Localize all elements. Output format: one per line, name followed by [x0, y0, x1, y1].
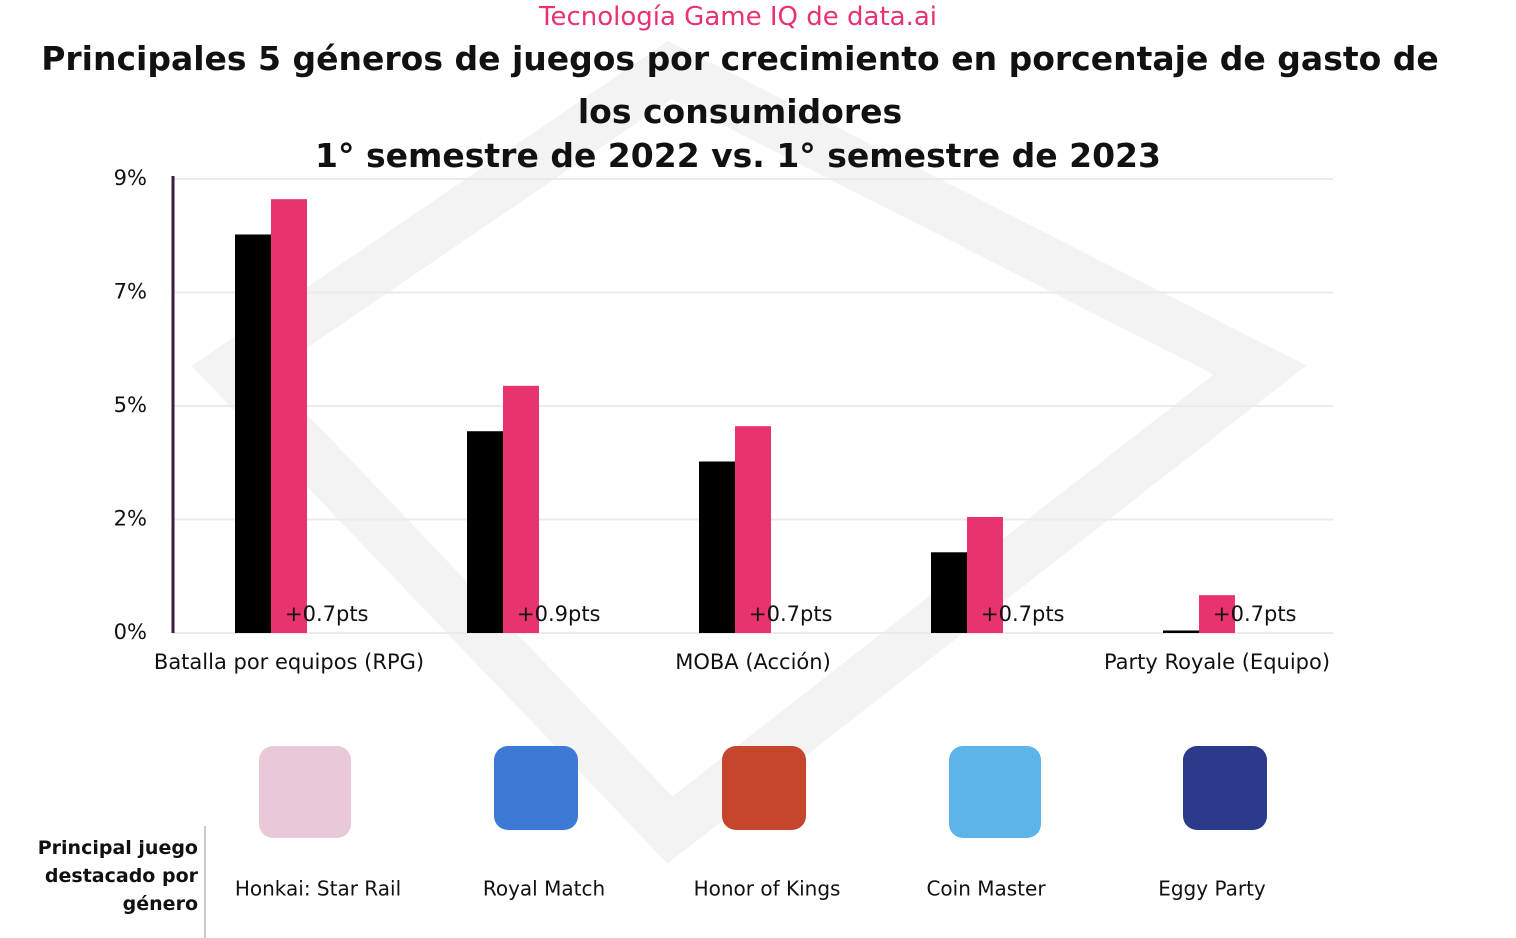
games-label: Principal juego destacado por género: [37, 837, 198, 915]
game-name: Honor of Kings: [694, 877, 841, 901]
bar: [503, 385, 539, 633]
bar: [1163, 630, 1199, 633]
y-tick-label: 9%: [114, 166, 147, 190]
watermark: [191, 41, 1307, 864]
x-tick-label: Batalla por equipos (RPG): [154, 650, 424, 674]
y-tick-label: 5%: [114, 393, 147, 417]
bar: [699, 461, 735, 633]
x-tick-label: MOBA (Acción): [675, 650, 831, 674]
annotation: +0.7pts: [285, 602, 369, 626]
x-tick-label: Party Royale (Equipo): [1104, 650, 1330, 674]
bar: [931, 552, 967, 633]
game-name: Royal Match: [483, 877, 605, 901]
game-icon: [722, 746, 806, 830]
game-icon: [259, 746, 351, 838]
y-tick-label: 0%: [114, 620, 147, 644]
chart-subtitle: 1° semestre de 2022 vs. 1° semestre de 2…: [315, 136, 1161, 175]
annotation: +0.7pts: [981, 602, 1065, 626]
annotation: +0.7pts: [1213, 602, 1297, 626]
game-icons: [259, 746, 1267, 838]
y-tick-label: 7%: [114, 280, 147, 304]
y-tick-label: 2%: [114, 507, 147, 531]
bar: [235, 234, 271, 633]
bar: [271, 199, 307, 633]
bar: [967, 516, 1003, 633]
bar: [1199, 595, 1235, 633]
game-icon: [1183, 746, 1267, 830]
annotation: +0.9pts: [517, 602, 601, 626]
game-icon: [494, 746, 578, 830]
chart-title: Principales 5 géneros de juegos por crec…: [41, 39, 1439, 131]
bar: [735, 426, 771, 633]
game-name: Eggy Party: [1158, 877, 1266, 901]
game-name: Honkai: Star Rail: [235, 877, 401, 901]
game-icon: [949, 746, 1041, 838]
bar: [467, 431, 503, 633]
annotation: +0.7pts: [749, 602, 833, 626]
game-name: Coin Master: [926, 877, 1046, 901]
source: Tecnología Game IQ de data.ai: [538, 2, 937, 32]
